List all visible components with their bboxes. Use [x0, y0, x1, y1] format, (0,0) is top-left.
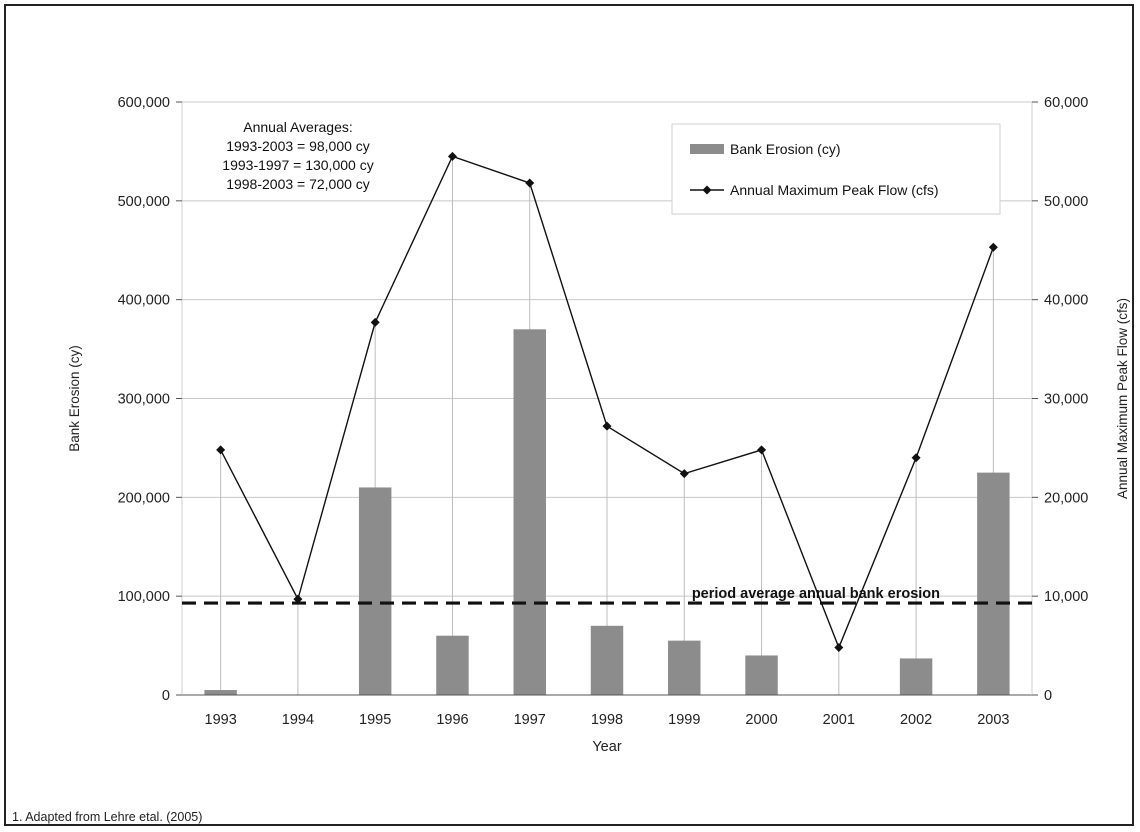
x-tick-label: 1999: [668, 712, 700, 728]
bar-1998: [590, 625, 624, 695]
point-1995: [370, 317, 380, 327]
point-1999: [679, 469, 689, 479]
y-axis-title-left: Bank Erosion (cy): [67, 345, 82, 452]
annotation-line: 1993-1997 = 130,000 cy: [222, 157, 373, 173]
point-2002: [911, 453, 921, 463]
footnote: 1. Adapted from Lehre etal. (2005): [12, 810, 203, 824]
y-tick-label-left: 100,000: [118, 589, 170, 605]
x-tick-label: 2001: [823, 712, 855, 728]
x-tick-label: 1998: [591, 712, 623, 728]
legend-label-bar: Bank Erosion (cy): [730, 141, 840, 157]
x-tick-label: 1994: [282, 712, 314, 728]
x-tick-label: 2003: [977, 712, 1009, 728]
x-axis-title: Year: [592, 739, 621, 755]
point-1997: [525, 178, 535, 188]
y-tick-label-right: 50,000: [1044, 194, 1088, 210]
annotation-line: 1993-2003 = 98,000 cy: [226, 138, 370, 154]
annotation-line: 1998-2003 = 72,000 cy: [226, 176, 370, 192]
y-tick-label-right: 10,000: [1044, 589, 1088, 605]
reference-line-label: period average annual bank erosion: [692, 586, 940, 602]
point-1993: [216, 445, 226, 455]
legend-box: [671, 123, 1001, 215]
bar-1999: [668, 640, 701, 695]
y-tick-label-right: 30,000: [1044, 392, 1088, 408]
point-1996: [447, 151, 457, 161]
legend-label-line: Annual Maximum Peak Flow (cfs): [730, 182, 939, 198]
point-1994: [293, 594, 303, 604]
bar-1993: [204, 690, 237, 695]
bar-1997: [513, 329, 546, 695]
point-2001: [834, 643, 844, 653]
x-tick-label: 1995: [359, 712, 391, 728]
point-2003: [988, 242, 998, 252]
annotation-line: Annual Averages:: [243, 119, 353, 135]
y-tick-label-left: 400,000: [118, 293, 170, 309]
y-tick-label-right: 0: [1044, 688, 1052, 704]
bar-1996: [436, 635, 469, 695]
y-tick-label-right: 60,000: [1044, 95, 1088, 111]
x-tick-label: 1993: [205, 712, 237, 728]
legend-swatch-marker: [702, 185, 712, 195]
x-tick-label: 2002: [900, 712, 932, 728]
x-tick-label: 2000: [745, 712, 777, 728]
y-tick-label-left: 300,000: [118, 392, 170, 408]
bar-2003: [977, 472, 1010, 695]
x-tick-label: 1996: [436, 712, 468, 728]
y-axis-title-right: Annual Maximum Peak Flow (cfs): [1115, 298, 1130, 499]
bar-2002: [899, 658, 933, 695]
y-tick-label-right: 20,000: [1044, 490, 1088, 506]
legend-swatch-bar: [690, 144, 724, 154]
bar-1995: [358, 487, 392, 695]
point-1998: [602, 421, 612, 431]
bar-2000: [745, 655, 778, 695]
y-tick-label-right: 40,000: [1044, 293, 1088, 309]
y-tick-label-left: 500,000: [118, 194, 170, 210]
x-tick-label: 1997: [514, 712, 546, 728]
y-tick-label-left: 600,000: [118, 95, 170, 111]
point-2000: [757, 445, 767, 455]
y-tick-label-left: 200,000: [118, 490, 170, 506]
y-tick-label-left: 0: [162, 688, 170, 704]
